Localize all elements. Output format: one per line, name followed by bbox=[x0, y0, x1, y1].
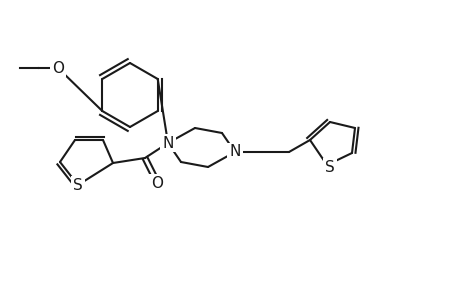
Text: O: O bbox=[52, 61, 64, 76]
Text: S: S bbox=[73, 178, 83, 193]
Text: N: N bbox=[229, 145, 240, 160]
Text: O: O bbox=[151, 176, 162, 190]
Text: N: N bbox=[162, 136, 174, 151]
Text: S: S bbox=[325, 160, 334, 175]
